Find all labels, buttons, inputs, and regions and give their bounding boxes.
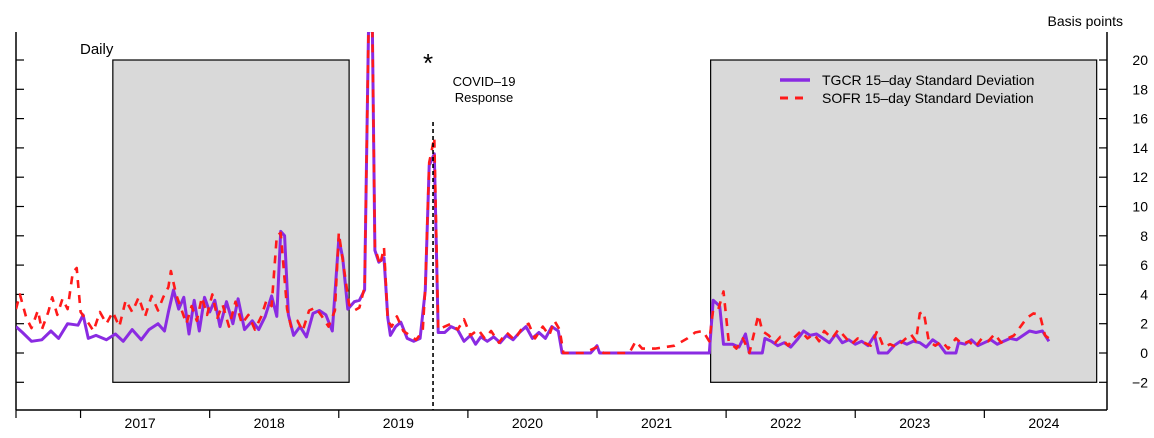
y-tick-label-2: 2 xyxy=(1140,316,1148,332)
y-tick-label-10: 10 xyxy=(1132,199,1148,215)
x-tick-label-2024: 2024 xyxy=(1028,415,1059,431)
y-tick-label-6: 6 xyxy=(1140,257,1148,273)
shaded-regions xyxy=(112,59,1098,383)
legend-label-sofr: SOFR 15–day Standard Deviation xyxy=(822,90,1034,106)
y-tick-label-8: 8 xyxy=(1140,228,1148,244)
x-tick-label-2019: 2019 xyxy=(383,415,414,431)
x-tick-label-2020: 2020 xyxy=(512,415,543,431)
y-tick-label-20: 20 xyxy=(1132,52,1148,68)
y-tick-label-0: 0 xyxy=(1140,345,1148,361)
shaded-region-1 xyxy=(112,59,350,383)
x-tick-label-2022: 2022 xyxy=(770,415,801,431)
shaded-region-2 xyxy=(710,59,1098,383)
x-tick-label-2023: 2023 xyxy=(899,415,930,431)
y-tick-label-18: 18 xyxy=(1132,81,1148,97)
x-tick-label-2017: 2017 xyxy=(125,415,156,431)
y-tick-label-14: 14 xyxy=(1132,140,1148,156)
y-tick-label-16: 16 xyxy=(1132,111,1148,127)
y-tick-label-4: 4 xyxy=(1140,286,1148,302)
y-tick-label--2: −2 xyxy=(1132,374,1148,390)
series-line-sofr xyxy=(16,32,1050,355)
x-tick-label-2021: 2021 xyxy=(641,415,672,431)
covid-label-line1: COVID–19 xyxy=(453,74,516,89)
frequency-label: Daily xyxy=(80,41,114,58)
y-axis-label: Basis points xyxy=(1048,13,1123,29)
x-axis: 2017 2018 2019 2020 2021 2022 2023 2024 xyxy=(15,410,1060,431)
plot-frame xyxy=(15,32,1108,411)
legend-label-tgcr: TGCR 15–day Standard Deviation xyxy=(822,72,1034,88)
series-lines xyxy=(16,32,1051,355)
covid-label-line2: Response xyxy=(455,90,514,105)
y-axis: −2 0 2 4 6 8 10 12 14 16 18 20 xyxy=(16,52,1148,390)
x-tick-label-2018: 2018 xyxy=(254,415,285,431)
y-tick-label-12: 12 xyxy=(1132,169,1148,185)
star-marker: * xyxy=(423,48,433,78)
legend: TGCR 15–day Standard Deviation SOFR 15–d… xyxy=(780,72,1034,106)
